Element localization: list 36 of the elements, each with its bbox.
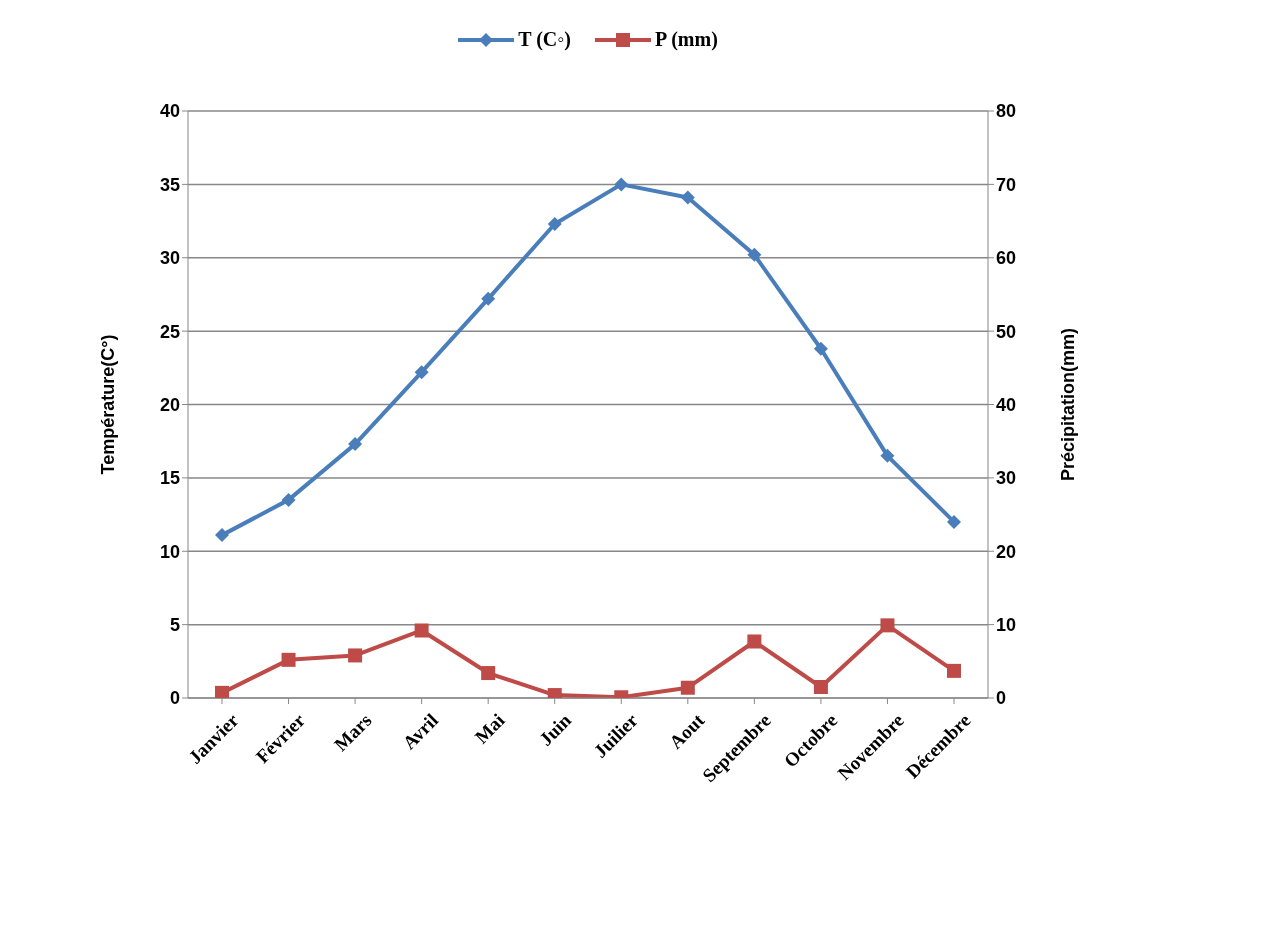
y-tick-label: 40 xyxy=(159,101,180,122)
y-axis-title: Température(C°) xyxy=(98,334,119,475)
point xyxy=(215,528,229,543)
point xyxy=(614,177,629,192)
point xyxy=(281,492,296,507)
point xyxy=(880,448,895,463)
x-tick-label: Mai xyxy=(470,709,509,748)
y2-axis-title: Précipitation(mm) xyxy=(1058,327,1079,482)
y2-tick-label: 70 xyxy=(996,174,1017,195)
point xyxy=(547,217,562,231)
y-tick-label: 20 xyxy=(159,394,180,415)
point xyxy=(680,190,695,205)
point xyxy=(747,247,762,262)
y2-tick-label: 50 xyxy=(996,321,1017,342)
y-tick-label: 15 xyxy=(159,468,180,489)
point xyxy=(348,437,363,452)
y2-tick-label: 20 xyxy=(996,541,1017,562)
y-tick-label: 25 xyxy=(159,321,180,342)
point xyxy=(947,514,961,529)
legend-label: T (C◦) xyxy=(518,28,572,51)
y-tick-label: 5 xyxy=(169,615,180,636)
y2-tick-label: 10 xyxy=(996,615,1017,636)
legend-label: P (mm) xyxy=(655,28,718,51)
point xyxy=(481,291,496,306)
y-tick-label: 0 xyxy=(169,688,180,709)
y2-tick-label: 60 xyxy=(996,248,1017,269)
point xyxy=(414,365,429,380)
y-tick-label: 35 xyxy=(159,174,180,195)
y2-tick-label: 0 xyxy=(996,688,1007,709)
y2-tick-label: 40 xyxy=(996,394,1017,415)
y-tick-label: 30 xyxy=(159,248,180,269)
y2-tick-label: 80 xyxy=(996,101,1017,122)
point xyxy=(813,341,828,356)
x-tick-label: Juin xyxy=(534,709,576,750)
y-tick-label: 10 xyxy=(159,541,180,562)
y2-tick-label: 30 xyxy=(996,468,1017,489)
